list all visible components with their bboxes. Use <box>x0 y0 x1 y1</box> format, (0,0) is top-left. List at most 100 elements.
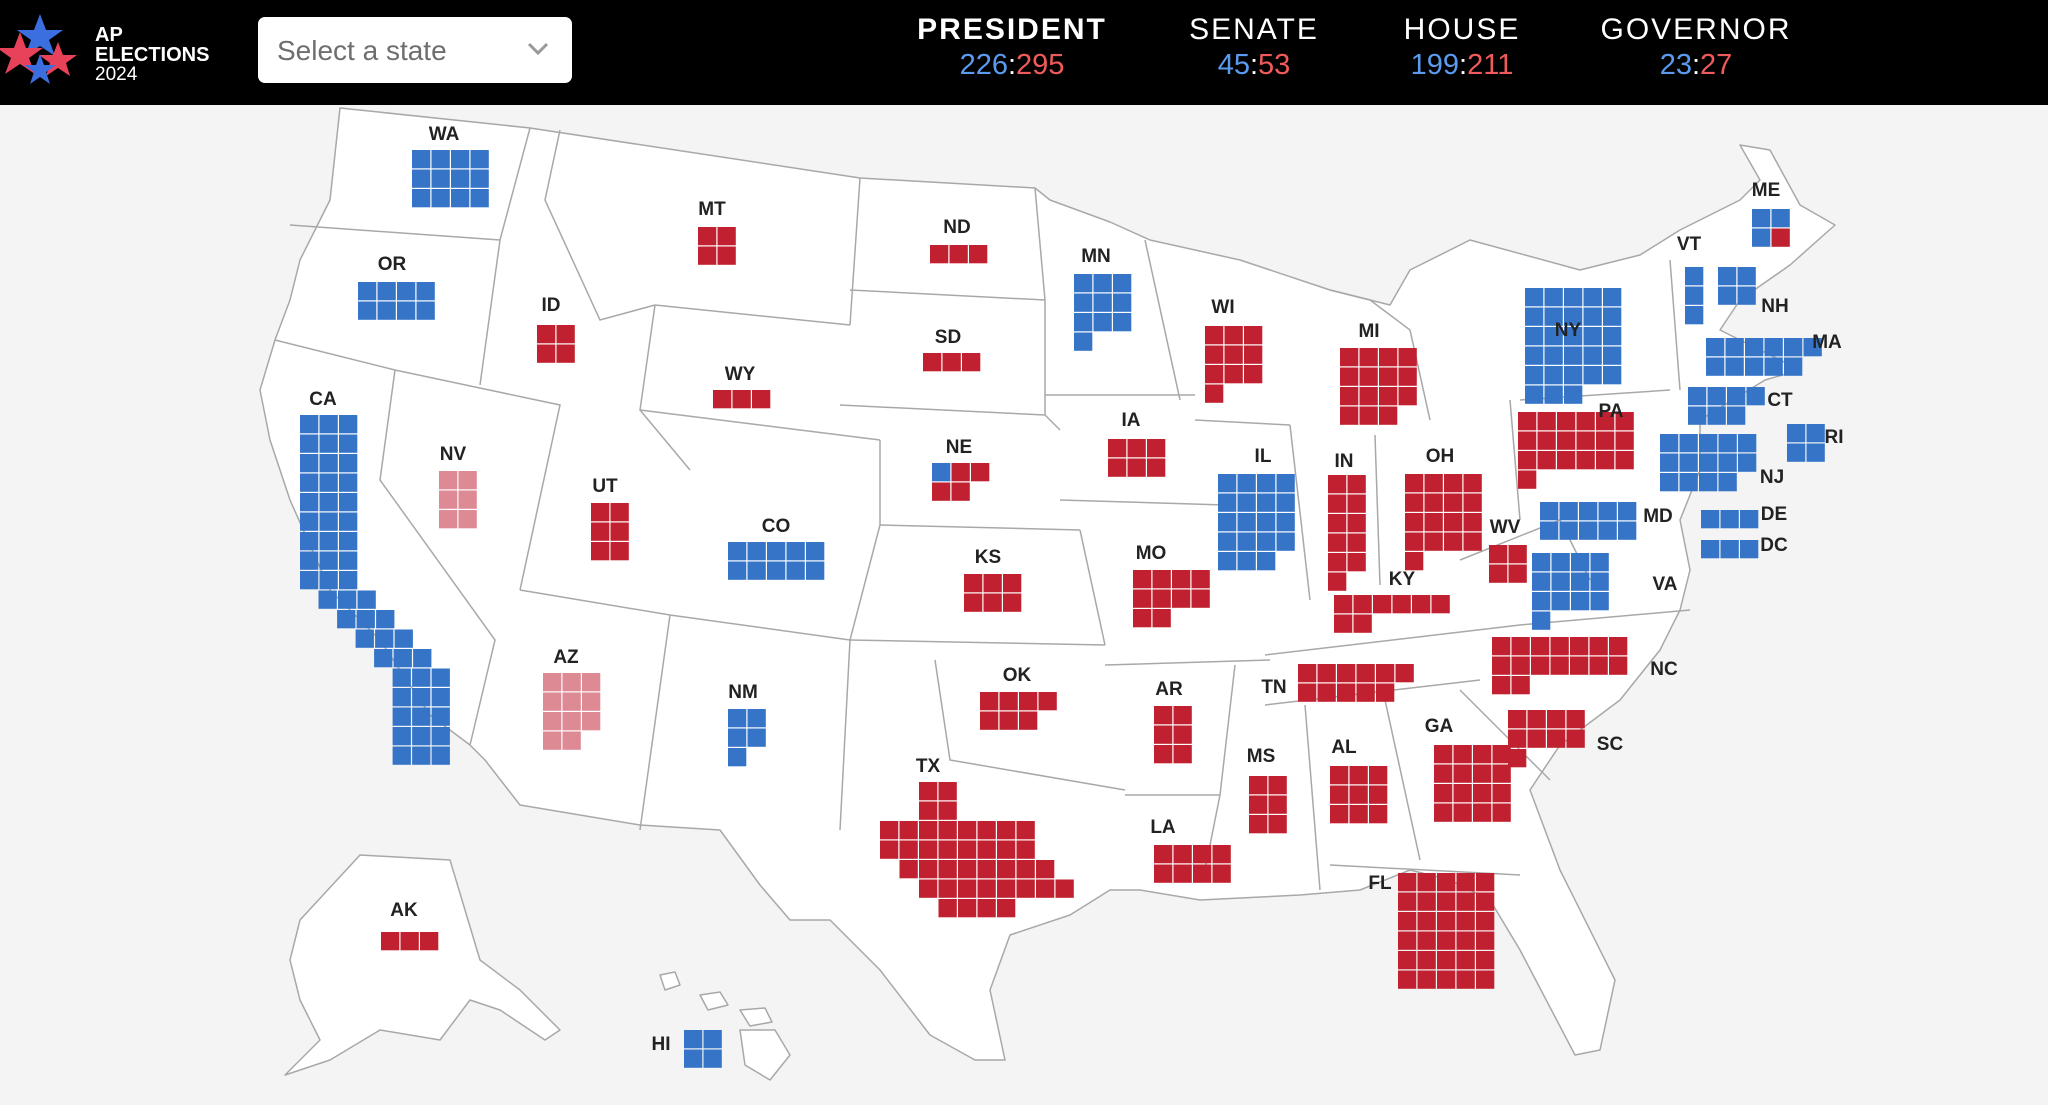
race-tab-house[interactable]: HOUSE 199:211 <box>1362 12 1562 82</box>
state-label-vt[interactable]: VT <box>1677 234 1702 255</box>
state-label-co[interactable]: CO <box>762 516 791 537</box>
state-tiles-pa[interactable] <box>1518 412 1634 489</box>
state-label-al[interactable]: AL <box>1331 737 1357 758</box>
state-label-hi[interactable]: HI <box>652 1034 671 1055</box>
state-tiles-ms[interactable] <box>1249 776 1287 834</box>
state-tiles-ga[interactable] <box>1434 745 1511 822</box>
state-label-va[interactable]: VA <box>1653 574 1678 595</box>
state-tiles-vt[interactable] <box>1685 267 1704 325</box>
state-label-ar[interactable]: AR <box>1155 679 1183 700</box>
race-tab-senate[interactable]: SENATE 45:53 <box>1154 12 1354 82</box>
state-label-wv[interactable]: WV <box>1490 517 1521 538</box>
state-tiles-tx[interactable] <box>880 782 1074 918</box>
state-label-ky[interactable]: KY <box>1389 569 1416 590</box>
state-label-wy[interactable]: WY <box>725 364 756 385</box>
state-label-nm[interactable]: NM <box>728 682 758 703</box>
state-label-sd[interactable]: SD <box>935 327 961 348</box>
state-tiles-ok[interactable] <box>980 692 1057 730</box>
state-label-ut[interactable]: UT <box>592 476 618 497</box>
state-label-id[interactable]: ID <box>542 295 561 316</box>
state-label-fl[interactable]: FL <box>1368 873 1392 894</box>
state-select-dropdown[interactable]: Select a state <box>258 17 572 83</box>
state-label-ia[interactable]: IA <box>1122 410 1141 431</box>
state-tiles-mo[interactable] <box>1133 570 1210 628</box>
state-tiles-al[interactable] <box>1330 766 1388 824</box>
state-tiles-sc[interactable] <box>1508 710 1585 768</box>
state-tiles-nv[interactable] <box>439 471 477 529</box>
state-tiles-ct[interactable] <box>1688 387 1765 425</box>
state-label-me[interactable]: ME <box>1752 180 1781 201</box>
state-label-az[interactable]: AZ <box>553 647 579 668</box>
state-tiles-nj[interactable] <box>1660 434 1757 492</box>
state-label-mi[interactable]: MI <box>1358 321 1379 342</box>
state-tiles-de[interactable] <box>1701 510 1759 529</box>
state-tiles-ri[interactable] <box>1787 424 1825 462</box>
state-label-nh[interactable]: NH <box>1761 296 1788 317</box>
state-label-or[interactable]: OR <box>378 254 407 275</box>
state-label-la[interactable]: LA <box>1150 817 1176 838</box>
state-label-tn[interactable]: TN <box>1261 677 1286 698</box>
state-label-oh[interactable]: OH <box>1426 446 1455 467</box>
state-tiles-md[interactable] <box>1540 502 1637 540</box>
state-tiles-ar[interactable] <box>1154 706 1192 764</box>
state-tiles-sd[interactable] <box>923 353 981 372</box>
state-tiles-dc[interactable] <box>1701 540 1759 559</box>
state-tiles-ne[interactable] <box>932 463 990 501</box>
state-tiles-me[interactable] <box>1752 209 1790 247</box>
state-tiles-ia[interactable] <box>1108 439 1166 477</box>
state-tiles-nm[interactable] <box>728 709 766 767</box>
state-tiles-nc[interactable] <box>1492 637 1628 695</box>
state-tiles-wy[interactable] <box>713 390 771 409</box>
state-tiles-wi[interactable] <box>1205 326 1263 403</box>
state-tiles-ny[interactable] <box>1525 288 1622 404</box>
state-label-pa[interactable]: PA <box>1599 401 1624 422</box>
state-tiles-ca[interactable] <box>300 415 450 765</box>
state-tiles-az[interactable] <box>543 673 601 750</box>
state-tiles-mi[interactable] <box>1340 348 1417 425</box>
state-label-de[interactable]: DE <box>1761 504 1787 525</box>
state-label-mo[interactable]: MO <box>1136 543 1167 564</box>
state-label-ca[interactable]: CA <box>309 389 337 410</box>
state-tiles-ks[interactable] <box>964 574 1022 612</box>
state-tiles-ma[interactable] <box>1706 338 1822 376</box>
state-label-md[interactable]: MD <box>1643 506 1673 527</box>
state-tiles-mn[interactable] <box>1074 274 1132 351</box>
state-tiles-nh[interactable] <box>1718 267 1756 305</box>
state-label-in[interactable]: IN <box>1335 451 1354 472</box>
state-tiles-nd[interactable] <box>930 245 988 264</box>
state-label-sc[interactable]: SC <box>1597 734 1624 755</box>
state-label-il[interactable]: IL <box>1255 446 1272 467</box>
state-label-tx[interactable]: TX <box>916 756 941 777</box>
state-tiles-tn[interactable] <box>1298 664 1414 702</box>
state-label-dc[interactable]: DC <box>1760 535 1788 556</box>
state-tiles-wv[interactable] <box>1489 545 1527 583</box>
state-tiles-wa[interactable] <box>412 150 489 208</box>
state-label-nd[interactable]: ND <box>943 217 970 238</box>
state-label-ms[interactable]: MS <box>1247 746 1276 767</box>
state-label-nv[interactable]: NV <box>440 444 467 465</box>
state-label-ks[interactable]: KS <box>975 547 1001 568</box>
state-label-nj[interactable]: NJ <box>1760 467 1784 488</box>
state-tiles-or[interactable] <box>358 282 435 320</box>
state-label-ny[interactable]: NY <box>1555 320 1582 341</box>
state-tiles-ky[interactable] <box>1334 595 1450 633</box>
state-label-wi[interactable]: WI <box>1211 297 1234 318</box>
state-tiles-hi[interactable] <box>684 1030 722 1068</box>
state-label-ri[interactable]: RI <box>1825 427 1844 448</box>
state-label-ct[interactable]: CT <box>1767 390 1793 411</box>
state-tiles-la[interactable] <box>1154 845 1231 883</box>
state-tiles-co[interactable] <box>728 542 825 580</box>
state-tiles-fl[interactable] <box>1398 873 1495 989</box>
state-label-ak[interactable]: AK <box>390 900 418 921</box>
state-label-mt[interactable]: MT <box>698 199 726 220</box>
state-tiles-ut[interactable] <box>591 503 629 561</box>
state-label-wa[interactable]: WA <box>429 124 460 145</box>
state-tiles-va[interactable] <box>1532 553 1609 630</box>
state-tiles-id[interactable] <box>537 325 575 363</box>
race-tab-governor[interactable]: GOVERNOR 23:27 <box>1596 12 1796 82</box>
state-label-mn[interactable]: MN <box>1081 246 1111 267</box>
state-label-ok[interactable]: OK <box>1003 665 1032 686</box>
race-tab-president[interactable]: PRESIDENT 226:295 <box>912 12 1112 82</box>
state-tiles-il[interactable] <box>1218 474 1295 571</box>
state-tiles-mt[interactable] <box>698 227 736 265</box>
